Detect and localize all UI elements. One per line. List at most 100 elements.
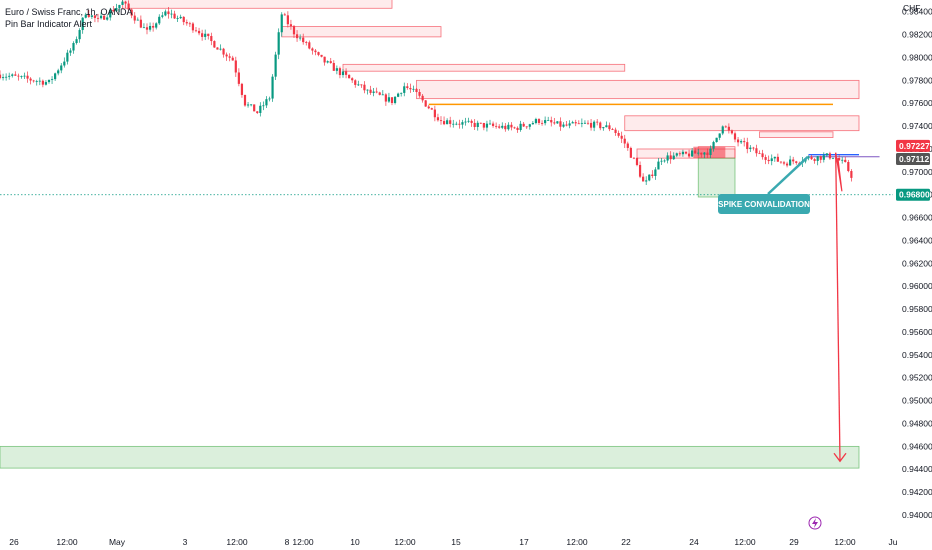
- candle-down: [599, 121, 602, 131]
- candle-body: [237, 72, 240, 84]
- candle-body: [504, 125, 507, 130]
- price-tag-0.97112[interactable]: 0.97112: [896, 153, 930, 166]
- candle-body: [626, 143, 629, 148]
- candle-up: [164, 9, 167, 17]
- candle-up: [485, 120, 489, 132]
- candle-body: [828, 153, 832, 159]
- candle-down: [510, 122, 513, 131]
- candle-down: [608, 122, 611, 132]
- candle-up: [50, 76, 54, 85]
- demand-zone-9[interactable]: [0, 445, 860, 469]
- candle-up: [645, 176, 648, 185]
- candle-body: [491, 123, 495, 126]
- candle-body: [721, 126, 724, 134]
- candle-down: [289, 19, 293, 30]
- currency-label: CHF: [903, 3, 920, 13]
- candle-body: [185, 22, 188, 24]
- price-tick-label: 0.97400: [902, 121, 932, 131]
- candle-body: [782, 162, 786, 164]
- supply-zone-0[interactable]: [122, 0, 393, 9]
- candle-body: [743, 141, 746, 143]
- candle-body: [332, 62, 335, 71]
- candle-body: [446, 120, 449, 125]
- candle-up: [816, 156, 819, 166]
- candle-down: [305, 40, 308, 46]
- candle-up: [476, 120, 479, 131]
- candle-body: [363, 84, 366, 91]
- candle-down: [810, 154, 813, 161]
- candle-body: [507, 124, 510, 130]
- zones-layer: [0, 0, 860, 469]
- candle-body: [0, 74, 2, 79]
- candle-up: [602, 126, 605, 131]
- candle-body: [213, 41, 216, 48]
- candle-up: [38, 77, 41, 86]
- candle-up: [335, 65, 338, 75]
- supply-zone-2[interactable]: [342, 63, 626, 72]
- price-tag-0.97227[interactable]: 0.97227: [896, 139, 930, 152]
- candle-body: [47, 79, 51, 83]
- candle-body: [586, 122, 590, 124]
- candle-body: [773, 156, 776, 159]
- candle-up: [11, 73, 14, 78]
- candle-body: [439, 120, 443, 122]
- candle-up: [381, 90, 384, 96]
- candle-body: [127, 3, 130, 10]
- candle-down: [498, 124, 501, 129]
- candle-up: [155, 22, 158, 30]
- candle-body: [317, 52, 320, 55]
- callout-pointer: [767, 155, 809, 195]
- lightning-icon[interactable]: [808, 516, 822, 530]
- candle-down: [222, 47, 225, 58]
- candle-down: [442, 116, 446, 126]
- candle-up: [648, 174, 651, 182]
- candle-down: [213, 40, 216, 48]
- candle-body: [715, 137, 718, 143]
- candle-down: [320, 54, 323, 58]
- candle-body: [390, 97, 394, 104]
- candle-up: [299, 34, 302, 41]
- candle-body: [99, 15, 103, 19]
- candle-body: [338, 68, 342, 76]
- price-tag-bg: [896, 139, 930, 152]
- candle-body: [130, 9, 133, 16]
- candle-down: [733, 131, 737, 143]
- candle-body: [568, 123, 571, 126]
- supply-zone-5[interactable]: [759, 131, 834, 138]
- candle-body: [733, 133, 737, 140]
- candle-up: [115, 3, 118, 12]
- candle-body: [115, 8, 118, 12]
- price-tick-label: 0.94200: [902, 487, 932, 497]
- candle-down: [378, 91, 381, 96]
- candle-body: [785, 163, 789, 166]
- candle-body: [654, 169, 657, 176]
- symbol-title[interactable]: Euro / Swiss Franc, 1h, OANDA: [5, 7, 133, 17]
- candle-down: [727, 123, 730, 134]
- candle-up: [452, 119, 455, 128]
- price-tag-bg: [896, 153, 930, 166]
- projection-lead[interactable]: [835, 152, 843, 192]
- supply-zone-4[interactable]: [624, 115, 860, 132]
- candle-up: [277, 28, 280, 60]
- candle-down: [559, 117, 562, 131]
- candle-body: [620, 135, 623, 139]
- candle-body: [145, 27, 149, 30]
- candle-body: [458, 123, 461, 125]
- candle-up: [464, 117, 467, 126]
- price-tag-0.96800[interactable]: 0.96800: [896, 188, 930, 201]
- candle-body: [50, 79, 54, 80]
- callout-box[interactable]: [718, 194, 810, 214]
- supply-zone-3[interactable]: [416, 79, 860, 100]
- candle-up: [63, 57, 66, 68]
- candle-body: [553, 122, 556, 124]
- time-tick-label: 12:00: [394, 537, 416, 547]
- candle-body: [210, 36, 213, 42]
- supply-zone-1[interactable]: [281, 26, 442, 38]
- candle-down: [614, 127, 617, 136]
- indicator-title[interactable]: Pin Bar Indicator Alert: [5, 19, 93, 29]
- projection-arrow[interactable]: [835, 152, 841, 462]
- demand-zone-8[interactable]: [697, 157, 736, 198]
- candle-down: [525, 126, 528, 129]
- candle-up: [562, 122, 565, 128]
